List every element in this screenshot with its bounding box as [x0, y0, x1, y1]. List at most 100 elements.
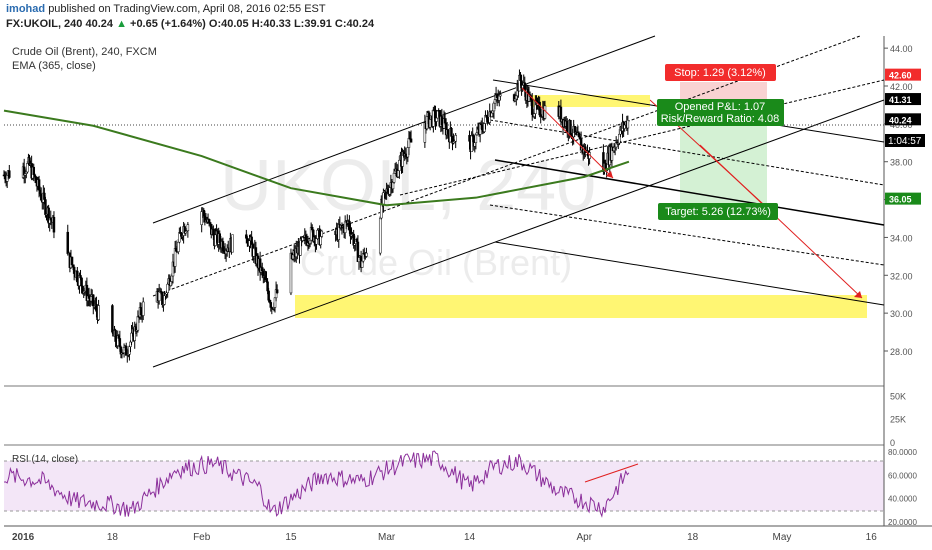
fork-dashed-1[interactable]	[489, 119, 885, 186]
candle-body	[66, 231, 70, 254]
publish-line: imohad published on TradingView.com, Apr…	[6, 3, 326, 15]
time-tick-label: Apr	[577, 532, 593, 543]
candle-body	[8, 170, 11, 178]
pnl-label: Opened P&L: 1.07	[675, 101, 766, 113]
price-tag	[885, 192, 921, 205]
candle-body	[566, 120, 569, 132]
high-value: H:40.33	[251, 18, 291, 30]
rsi-band	[4, 461, 884, 511]
candle-body	[231, 234, 234, 253]
price-tick-label: 34.00	[890, 233, 913, 243]
candle-body	[365, 252, 368, 257]
low-value: L:39.91	[293, 18, 332, 30]
price-tags: 42.60 41.31 40.24 36.05	[885, 68, 921, 205]
candle-body	[320, 230, 324, 237]
candle-body	[70, 256, 74, 266]
fork-lower-line[interactable]	[494, 241, 885, 306]
arrow-head-icon	[606, 171, 613, 178]
price-tick-label: 38.00	[890, 158, 913, 168]
rsi-axis: 20.0000 40.0000 60.0000 80.0000	[888, 448, 917, 527]
target-zone[interactable]	[680, 110, 767, 220]
volume-tick-label: 50K	[890, 391, 906, 401]
candle-body	[454, 135, 457, 142]
candle-body	[97, 305, 100, 320]
candle-body	[141, 301, 145, 316]
price-tick-label: 44.00	[890, 44, 913, 54]
candle-body	[157, 291, 161, 302]
rsi-divergence-line[interactable]	[584, 463, 639, 483]
channel-lower-line[interactable]	[152, 99, 885, 368]
countdown-label: 1:04:57	[888, 136, 922, 147]
volume-tick-label: 0	[890, 438, 895, 448]
candle-body	[398, 159, 401, 171]
volume-axis: 0 25K 50K	[890, 391, 906, 448]
channel-upper-line[interactable]	[152, 35, 656, 224]
candle-body	[208, 222, 212, 225]
candle-body	[178, 232, 181, 243]
rsi-tick-label: 40.0000	[888, 495, 917, 504]
rsi-legend[interactable]: RSI (14, close)	[12, 454, 78, 465]
last-price: 40.24	[85, 18, 113, 30]
stop-label: Stop: 1.29 (3.12%)	[674, 67, 766, 79]
up-arrow-icon: ▲	[116, 18, 127, 30]
series-title[interactable]: Crude Oil (Brent), 240, FXCM	[12, 46, 157, 58]
projection-arrow-2[interactable]	[699, 144, 863, 299]
time-tick-label: 14	[464, 532, 476, 543]
candle-body	[80, 277, 83, 287]
target-box[interactable]	[658, 203, 778, 220]
time-tick-label: Mar	[378, 532, 396, 543]
price-tag-label: 42.60	[889, 71, 912, 81]
fork-dashed-2[interactable]	[489, 204, 885, 266]
candle-body	[543, 105, 547, 119]
candle-body	[166, 283, 169, 293]
candlestick-series	[2, 69, 630, 363]
price-tick-label: 32.00	[890, 271, 913, 281]
candle-body	[626, 120, 630, 129]
channel-upper-dashed[interactable]	[399, 79, 885, 196]
price-change: +0.65 (+1.64%)	[130, 18, 206, 30]
countdown-tag	[885, 134, 925, 147]
price-tag	[885, 113, 921, 126]
chart-header: imohad published on TradingView.com, Apr…	[0, 0, 932, 36]
candle-body	[499, 94, 502, 97]
time-tick-label: May	[773, 532, 792, 543]
candle-body	[111, 305, 114, 333]
arrow-head-icon	[854, 291, 862, 298]
price-tag	[885, 68, 921, 81]
pnl-box[interactable]	[657, 99, 784, 126]
publish-text: published on TradingView.com, April 08, …	[48, 3, 326, 15]
time-axis[interactable]: 2016 18 Feb 15 Mar 14 Apr 18 May 16	[12, 532, 877, 543]
volume-tick-label: 25K	[890, 415, 906, 425]
rsi-tick-label: 80.0000	[888, 448, 917, 457]
ema-legend[interactable]: EMA (365, close)	[12, 60, 96, 72]
candle-body	[186, 224, 190, 232]
candle-body	[392, 172, 396, 183]
time-tick-label: 16	[866, 532, 878, 543]
symbol-label: FX:UKOIL, 240	[6, 18, 83, 30]
support-zone[interactable]	[295, 295, 867, 318]
time-tick-label: 18	[107, 532, 119, 543]
candle-body	[474, 134, 478, 143]
stop-label-box[interactable]	[665, 64, 776, 81]
candle-body	[435, 117, 438, 122]
rsi-line[interactable]	[3, 450, 630, 518]
candle-body	[177, 241, 180, 252]
candle-body	[275, 289, 279, 294]
candle-body	[577, 132, 581, 138]
resistance-zone[interactable]	[532, 95, 650, 107]
author-link[interactable]: imohad	[6, 3, 46, 15]
symbol-line: FX:UKOIL, 240 40.24 ▲ +0.65 (+1.64%) O:4…	[6, 18, 374, 30]
price-tick-label: 42.00	[890, 82, 913, 92]
time-tick-label: 2016	[12, 532, 35, 543]
target-label: Target: 5.26 (12.73%)	[665, 206, 771, 218]
fork-median-line[interactable]	[494, 159, 885, 226]
time-tick-label: 15	[285, 532, 297, 543]
ema-line[interactable]	[3, 109, 630, 207]
price-tick-label: 30.00	[890, 309, 913, 319]
decline-arrow-1[interactable]	[521, 87, 614, 179]
close-value: C:40.24	[334, 18, 375, 30]
time-tick-label: 18	[687, 532, 699, 543]
rsi-tick-label: 20.0000	[888, 518, 917, 527]
